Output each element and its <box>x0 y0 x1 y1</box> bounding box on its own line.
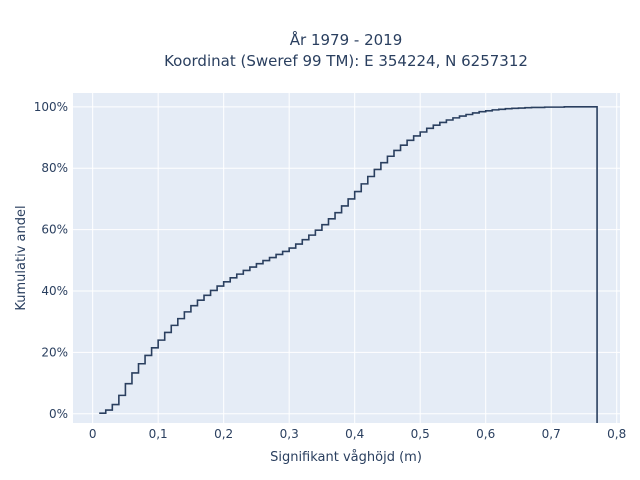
y-tick-label: 80% <box>41 161 68 175</box>
y-tick-label: 20% <box>41 345 68 359</box>
plot-area <box>73 93 620 423</box>
y-tick-label: 60% <box>41 223 68 237</box>
y-tick-labels: 0% 20% 40% 60% 80% 100% <box>34 100 68 421</box>
x-tick-label: 0,2 <box>214 427 233 441</box>
y-tick-label: 40% <box>41 284 68 298</box>
x-gridlines <box>92 93 618 423</box>
x-tick-label: 0,8 <box>607 427 626 441</box>
y-tick-label: 0% <box>49 407 68 421</box>
x-tick-label: 0,4 <box>345 427 364 441</box>
x-tick-label: 0,1 <box>149 427 168 441</box>
x-tick-label: 0 <box>89 427 97 441</box>
cumulative-step-line <box>99 106 598 423</box>
x-tick-label: 0,6 <box>476 427 495 441</box>
x-tick-label: 0,3 <box>280 427 299 441</box>
x-tick-label: 0,7 <box>542 427 561 441</box>
y-gridlines <box>73 106 620 415</box>
y-tick-label: 100% <box>34 100 68 114</box>
y-axis-label: Kumulativ andel <box>14 205 29 310</box>
chart-title: År 1979 - 2019 <box>290 30 403 49</box>
x-axis-label: Signifikant våghöjd (m) <box>270 450 422 465</box>
chart-subtitle: Koordinat (Sweref 99 TM): E 354224, N 62… <box>164 52 528 70</box>
x-tick-labels: 0 0,1 0,2 0,3 0,4 0,5 0,6 0,7 0,8 <box>89 427 626 441</box>
x-tick-label: 0,5 <box>411 427 430 441</box>
